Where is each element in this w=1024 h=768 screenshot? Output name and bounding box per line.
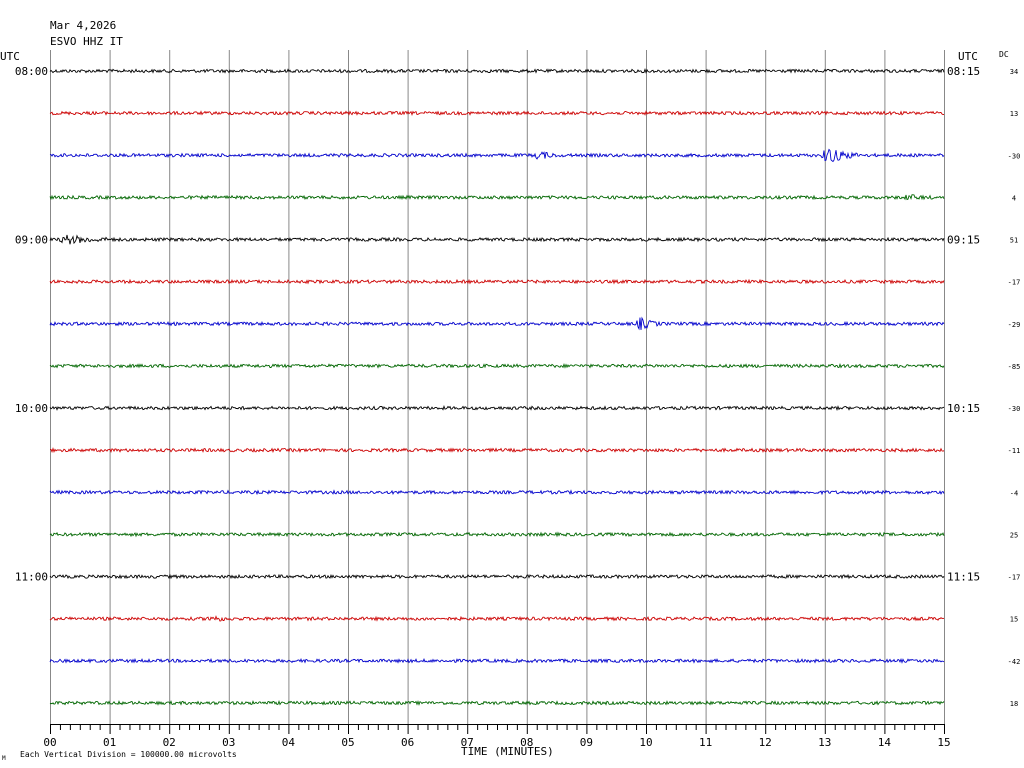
trace-row: [49, 278, 945, 285]
x-tick-label: 06: [401, 736, 414, 749]
x-tick-label: 11: [699, 736, 712, 749]
trace-row: [49, 573, 945, 580]
scale-note: Each Vertical Division = 100000.00 micro…: [20, 750, 237, 759]
time-label-right: 08:15: [947, 65, 980, 78]
x-tick-label: 03: [222, 736, 235, 749]
trace-row: [49, 531, 945, 538]
time-label-left: 11:00: [15, 571, 48, 584]
dc-offset-label: -30: [1008, 405, 1021, 413]
utc-left-label: UTC: [0, 50, 20, 63]
x-tick-label: 04: [282, 736, 296, 749]
trace-row: [49, 362, 945, 369]
x-tick-label: 13: [818, 736, 831, 749]
time-label-right: 11:15: [947, 571, 980, 584]
dc-offset-label: 13: [1010, 110, 1018, 118]
dc-offset-label: -85: [1008, 363, 1021, 371]
corner-mark: M: [2, 755, 6, 762]
x-tick-label: 14: [878, 736, 892, 749]
dc-label: DC: [999, 50, 1009, 59]
trace-row: [49, 67, 945, 74]
trace-row: [49, 148, 945, 163]
x-tick-label: 08: [520, 736, 533, 749]
dc-offset-label: -17: [1008, 574, 1021, 582]
x-tick-label: 09: [580, 736, 593, 749]
trace-row: [49, 615, 945, 622]
dc-offset-label: 25: [1010, 531, 1018, 539]
dc-offset-label: -4: [1010, 489, 1018, 497]
time-label-left: 10:00: [15, 402, 48, 415]
x-tick-label: 02: [163, 736, 176, 749]
trace-row: [49, 700, 945, 706]
x-tick-label: 01: [103, 736, 116, 749]
trace-row: [49, 489, 945, 496]
dc-offset-label: -30: [1008, 152, 1021, 160]
dc-offset-label: -17: [1008, 279, 1021, 287]
x-tick-label: 10: [639, 736, 652, 749]
date-label: Mar 4,2026: [50, 19, 117, 32]
utc-right-label: UTC: [958, 50, 978, 63]
station-label: ESVO HHZ IT: [50, 35, 123, 48]
x-axis-label: TIME (MINUTES): [461, 745, 554, 758]
trace-row: [49, 194, 945, 201]
trace-row: [49, 657, 945, 664]
x-tick-label: 15: [937, 736, 950, 749]
time-label-left: 09:00: [15, 234, 48, 247]
time-label-left: 08:00: [15, 65, 48, 78]
time-label-right: 10:15: [947, 402, 980, 415]
time-label-right: 09:15: [947, 234, 980, 247]
x-tick-label: 12: [759, 736, 772, 749]
trace-row: [49, 234, 945, 245]
dc-offset-label: 34: [1010, 68, 1018, 76]
dc-offset-label: 51: [1010, 237, 1018, 245]
dc-offset-label: -29: [1008, 321, 1021, 329]
trace-row: [49, 110, 945, 117]
x-tick-label: 00: [43, 736, 56, 749]
dc-offset-label: -42: [1008, 658, 1021, 666]
x-tick-label: 05: [341, 736, 354, 749]
dc-offset-label: 4: [1012, 194, 1016, 202]
x-tick-label: 07: [461, 736, 474, 749]
dc-offset-label: -11: [1008, 447, 1021, 455]
dc-offset-label: 18: [1010, 700, 1018, 708]
trace-row: [49, 405, 945, 411]
trace-row: [49, 316, 945, 331]
dc-offset-label: 15: [1010, 616, 1018, 624]
trace-row: [50, 447, 945, 453]
